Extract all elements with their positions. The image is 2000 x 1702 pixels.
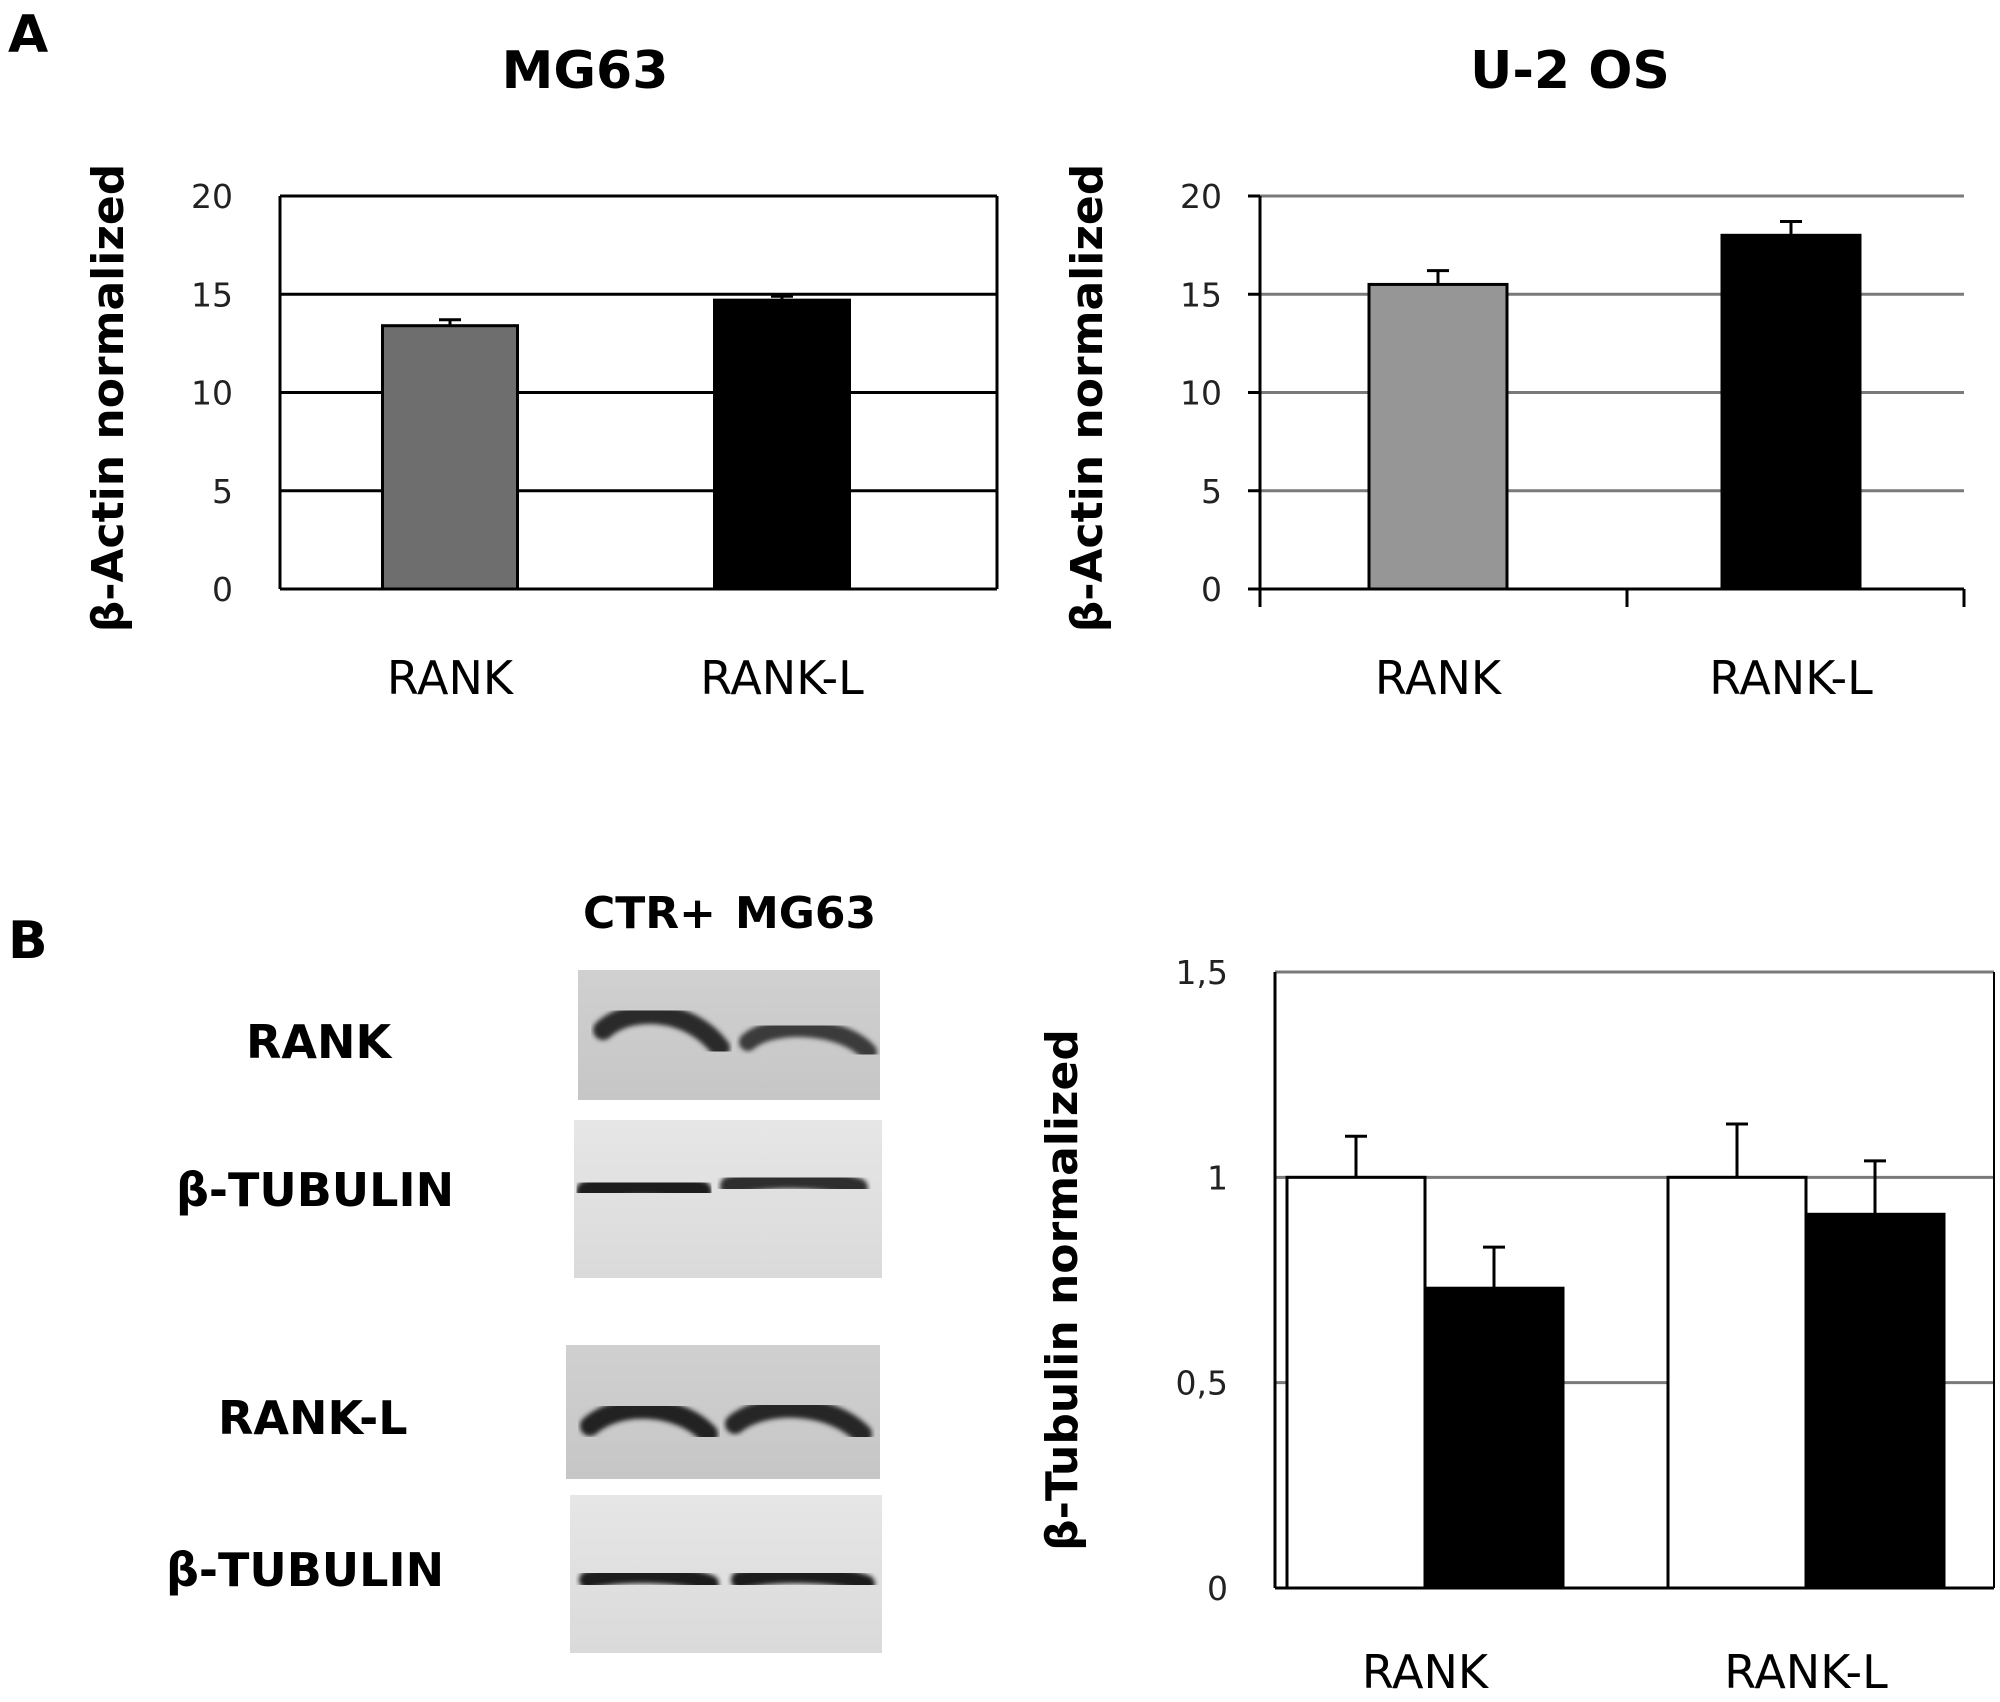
chart-mg63: 0 5 10 15 20 MG63 β-Actin normalized RANK RANK-L — [83, 41, 999, 705]
bar — [381, 324, 519, 591]
y-tick-label: 15 — [191, 275, 233, 314]
y-tick-label: 1,5 — [1176, 953, 1228, 992]
panel-label-b: B — [8, 911, 48, 971]
blot-row-label-rank: RANK — [246, 1015, 394, 1069]
western-blot: CTR+ MG63 RANK β-TUBULIN RANK-L β-TUBULI… — [166, 888, 882, 1653]
blot-row-label-tubulin-1: β-TUBULIN — [176, 1163, 454, 1217]
y-axis-title: β-Tubulin normalized — [1037, 1029, 1088, 1551]
y-tick-label: 5 — [1201, 472, 1222, 511]
y-tick-label: 10 — [1180, 374, 1222, 413]
bar — [1367, 282, 1509, 591]
lane-label-mg63: MG63 — [735, 888, 876, 939]
blot-image-tubulin-2 — [570, 1495, 882, 1653]
x-category-label: RANK — [1362, 1645, 1490, 1699]
x-category-label: RANK — [1375, 651, 1503, 705]
y-tick-label: 5 — [212, 472, 233, 511]
bar — [713, 298, 851, 591]
y-tick-label: 1 — [1207, 1158, 1228, 1197]
x-category-label: RANK-L — [700, 651, 864, 705]
y-axis-title: β-Actin normalized — [83, 164, 134, 633]
y-tick-label: 0,5 — [1176, 1364, 1228, 1403]
blot-image-rank — [578, 970, 880, 1100]
x-category-label: RANK-L — [1709, 651, 1873, 705]
bar — [1666, 1175, 1808, 1590]
y-axis-title: β-Actin normalized — [1062, 164, 1113, 633]
blot-image-tubulin-1 — [574, 1120, 882, 1278]
x-category-label: RANK — [387, 651, 515, 705]
y-tick-label: 20 — [1180, 177, 1222, 216]
bar — [1804, 1212, 1946, 1590]
chart-title: U-2 OS — [1470, 41, 1670, 101]
panel-label-a: A — [8, 5, 48, 65]
blot-row-label-rankl: RANK-L — [218, 1391, 408, 1445]
bar — [1285, 1175, 1427, 1590]
x-category-label: RANK-L — [1724, 1645, 1888, 1699]
y-tick-label: 20 — [191, 177, 233, 216]
y-tick-label: 0 — [1207, 1569, 1228, 1608]
blot-row-label-tubulin-2: β-TUBULIN — [166, 1543, 444, 1597]
y-tick-label: 15 — [1180, 275, 1222, 314]
y-tick-label: 10 — [191, 374, 233, 413]
chart-tubulin: 0 0,5 1 1,5 β-Tubulin normalized RANK RANK-L — [1037, 953, 1995, 1699]
lane-label-ctr: CTR+ — [583, 888, 716, 939]
y-tick-label: 0 — [1201, 570, 1222, 609]
y-tick-label: 0 — [212, 570, 233, 609]
blot-image-rankl — [566, 1345, 880, 1479]
bar — [1423, 1286, 1565, 1590]
bar — [1720, 233, 1862, 591]
chart-title: MG63 — [502, 41, 669, 101]
chart-u2os: 0 5 10 15 20 U-2 OS β-Actin normalized RANK RANK… — [1062, 41, 1966, 705]
